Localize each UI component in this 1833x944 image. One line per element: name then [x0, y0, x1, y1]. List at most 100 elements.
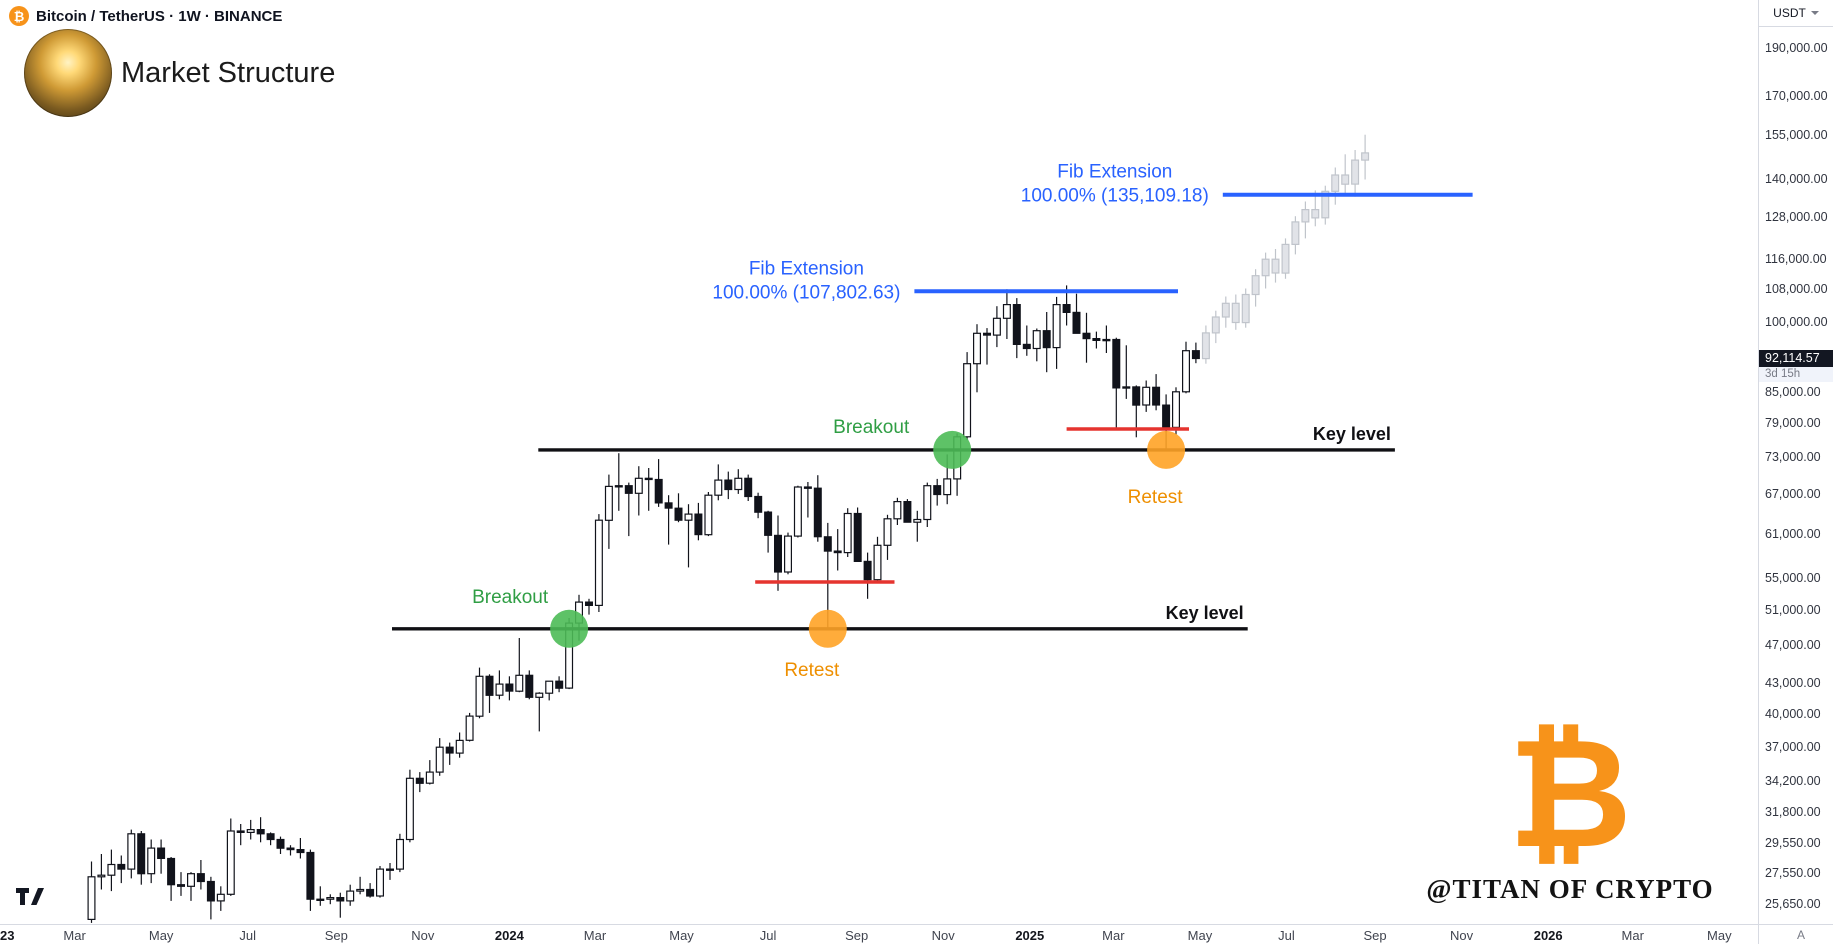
candle — [157, 839, 166, 874]
breakout-marker[interactable] — [550, 609, 589, 648]
time-tick: May — [148, 928, 174, 943]
symbol-header[interactable]: ₿ Bitcoin / TetherUS · 1W · BINANCE — [9, 6, 282, 26]
candle — [584, 598, 593, 615]
projected-candle — [1271, 249, 1280, 283]
candle — [386, 863, 395, 880]
candle — [704, 492, 713, 537]
candle — [863, 552, 872, 599]
time-axis[interactable]: 2023 Mar May Jul Sep Nov 2024 Mar May Jul Sep Nov 20… — [0, 924, 1758, 944]
chevron-down-icon — [1810, 11, 1819, 15]
candle — [923, 482, 932, 527]
price-tick: 43,000.00 — [1765, 676, 1821, 691]
key-level-label[interactable]: Key level — [1313, 424, 1391, 444]
candle — [982, 328, 991, 365]
candle — [674, 493, 683, 523]
fib-extension-title[interactable]: Fib Extension — [1057, 162, 1172, 183]
projected-candle — [1211, 310, 1220, 344]
candle — [555, 676, 564, 693]
retest-label[interactable]: Retest — [1128, 487, 1184, 508]
candle — [455, 732, 464, 758]
candle — [495, 670, 504, 700]
candle — [734, 469, 743, 494]
projected-candle — [1361, 134, 1370, 180]
breakout-label[interactable]: Breakout — [833, 417, 910, 438]
retest-label[interactable]: Retest — [784, 660, 840, 681]
candle — [117, 855, 126, 884]
time-tick: 2023 — [0, 928, 15, 943]
breakout-marker[interactable] — [933, 430, 972, 469]
candle — [1102, 325, 1111, 353]
tradingview-logo[interactable] — [15, 884, 45, 908]
candle — [773, 515, 782, 591]
retest-marker[interactable] — [808, 609, 847, 648]
candle — [177, 872, 186, 896]
price-tick: 51,000.00 — [1765, 603, 1821, 618]
candle — [216, 886, 225, 911]
candle — [405, 769, 414, 843]
candle — [475, 667, 484, 719]
candle — [465, 712, 474, 742]
candle — [843, 508, 852, 557]
price-tick: 55,000.00 — [1765, 570, 1821, 585]
breakout-label[interactable]: Breakout — [472, 587, 549, 608]
current-price-label: 92,114.57 — [1765, 350, 1820, 365]
candle — [614, 453, 623, 511]
time-tick: May — [669, 928, 694, 943]
projected-candle — [1251, 269, 1260, 307]
candle — [724, 471, 733, 500]
fib-extension-value[interactable]: 100.00% (107,802.63) — [712, 282, 900, 303]
projected-candle — [1201, 325, 1210, 364]
candle — [883, 514, 892, 560]
candle — [246, 819, 255, 840]
symbol-text: Bitcoin / TetherUS · 1W · BINANCE — [36, 7, 283, 25]
candle — [992, 306, 1001, 348]
time-tick: Mar — [1621, 928, 1644, 943]
retest-marker[interactable] — [1147, 430, 1186, 469]
candle — [1032, 328, 1041, 362]
candle — [226, 818, 235, 896]
current-price-badge: 92,114.57 — [1759, 349, 1833, 367]
candle — [833, 529, 842, 571]
projected-candle — [1291, 216, 1300, 255]
projected-candle — [1301, 201, 1310, 239]
candle — [1191, 342, 1200, 364]
key-level-label[interactable]: Key level — [1166, 603, 1244, 623]
time-tick: Mar — [63, 928, 86, 943]
candle — [624, 482, 633, 537]
fib-extension-value[interactable]: 100.00% (135,109.18) — [1021, 186, 1209, 207]
price-tick: 170,000.00 — [1765, 88, 1828, 103]
candlestick-chart[interactable]: Key level Key level Fib Extension 100.00% (… — [0, 0, 1758, 924]
price-tick: 37,000.00 — [1765, 740, 1821, 755]
projected-candle — [1241, 288, 1250, 328]
candle — [415, 772, 424, 793]
candle — [1002, 289, 1011, 339]
price-tick: 85,000.00 — [1765, 384, 1821, 399]
candle — [286, 845, 295, 856]
time-tick: Jul — [759, 928, 777, 943]
fib-extension-title[interactable]: Fib Extension — [749, 258, 864, 279]
candle — [754, 492, 763, 519]
candle — [1022, 325, 1031, 356]
time-tick: Nov — [931, 928, 955, 943]
price-tick: 79,000.00 — [1765, 416, 1821, 431]
candle — [813, 475, 822, 542]
currency-selector[interactable]: USDT — [1759, 0, 1833, 27]
candle — [326, 894, 335, 905]
projected-candle — [1341, 154, 1350, 196]
projected-candle — [1281, 238, 1290, 279]
time-tick: May — [1187, 928, 1213, 943]
candle — [654, 459, 663, 507]
chart-canvas[interactable]: Key level Key level Fib Extension 100.00% (… — [0, 0, 1758, 924]
candle — [714, 464, 723, 501]
candle — [505, 676, 514, 701]
candle — [933, 478, 942, 506]
time-tick: 2024 — [494, 928, 524, 943]
candle — [206, 876, 215, 920]
candle — [744, 474, 753, 501]
countdown-label: 3d 15h — [1765, 367, 1801, 380]
candle — [535, 692, 544, 732]
auto-scale-button[interactable]: A — [1797, 928, 1806, 942]
page-title: Market Structure — [121, 57, 336, 89]
candle — [525, 670, 534, 700]
price-axis[interactable]: USDT 92,114.57 3d 15h 190,000.00 170,000.… — [1758, 0, 1833, 924]
